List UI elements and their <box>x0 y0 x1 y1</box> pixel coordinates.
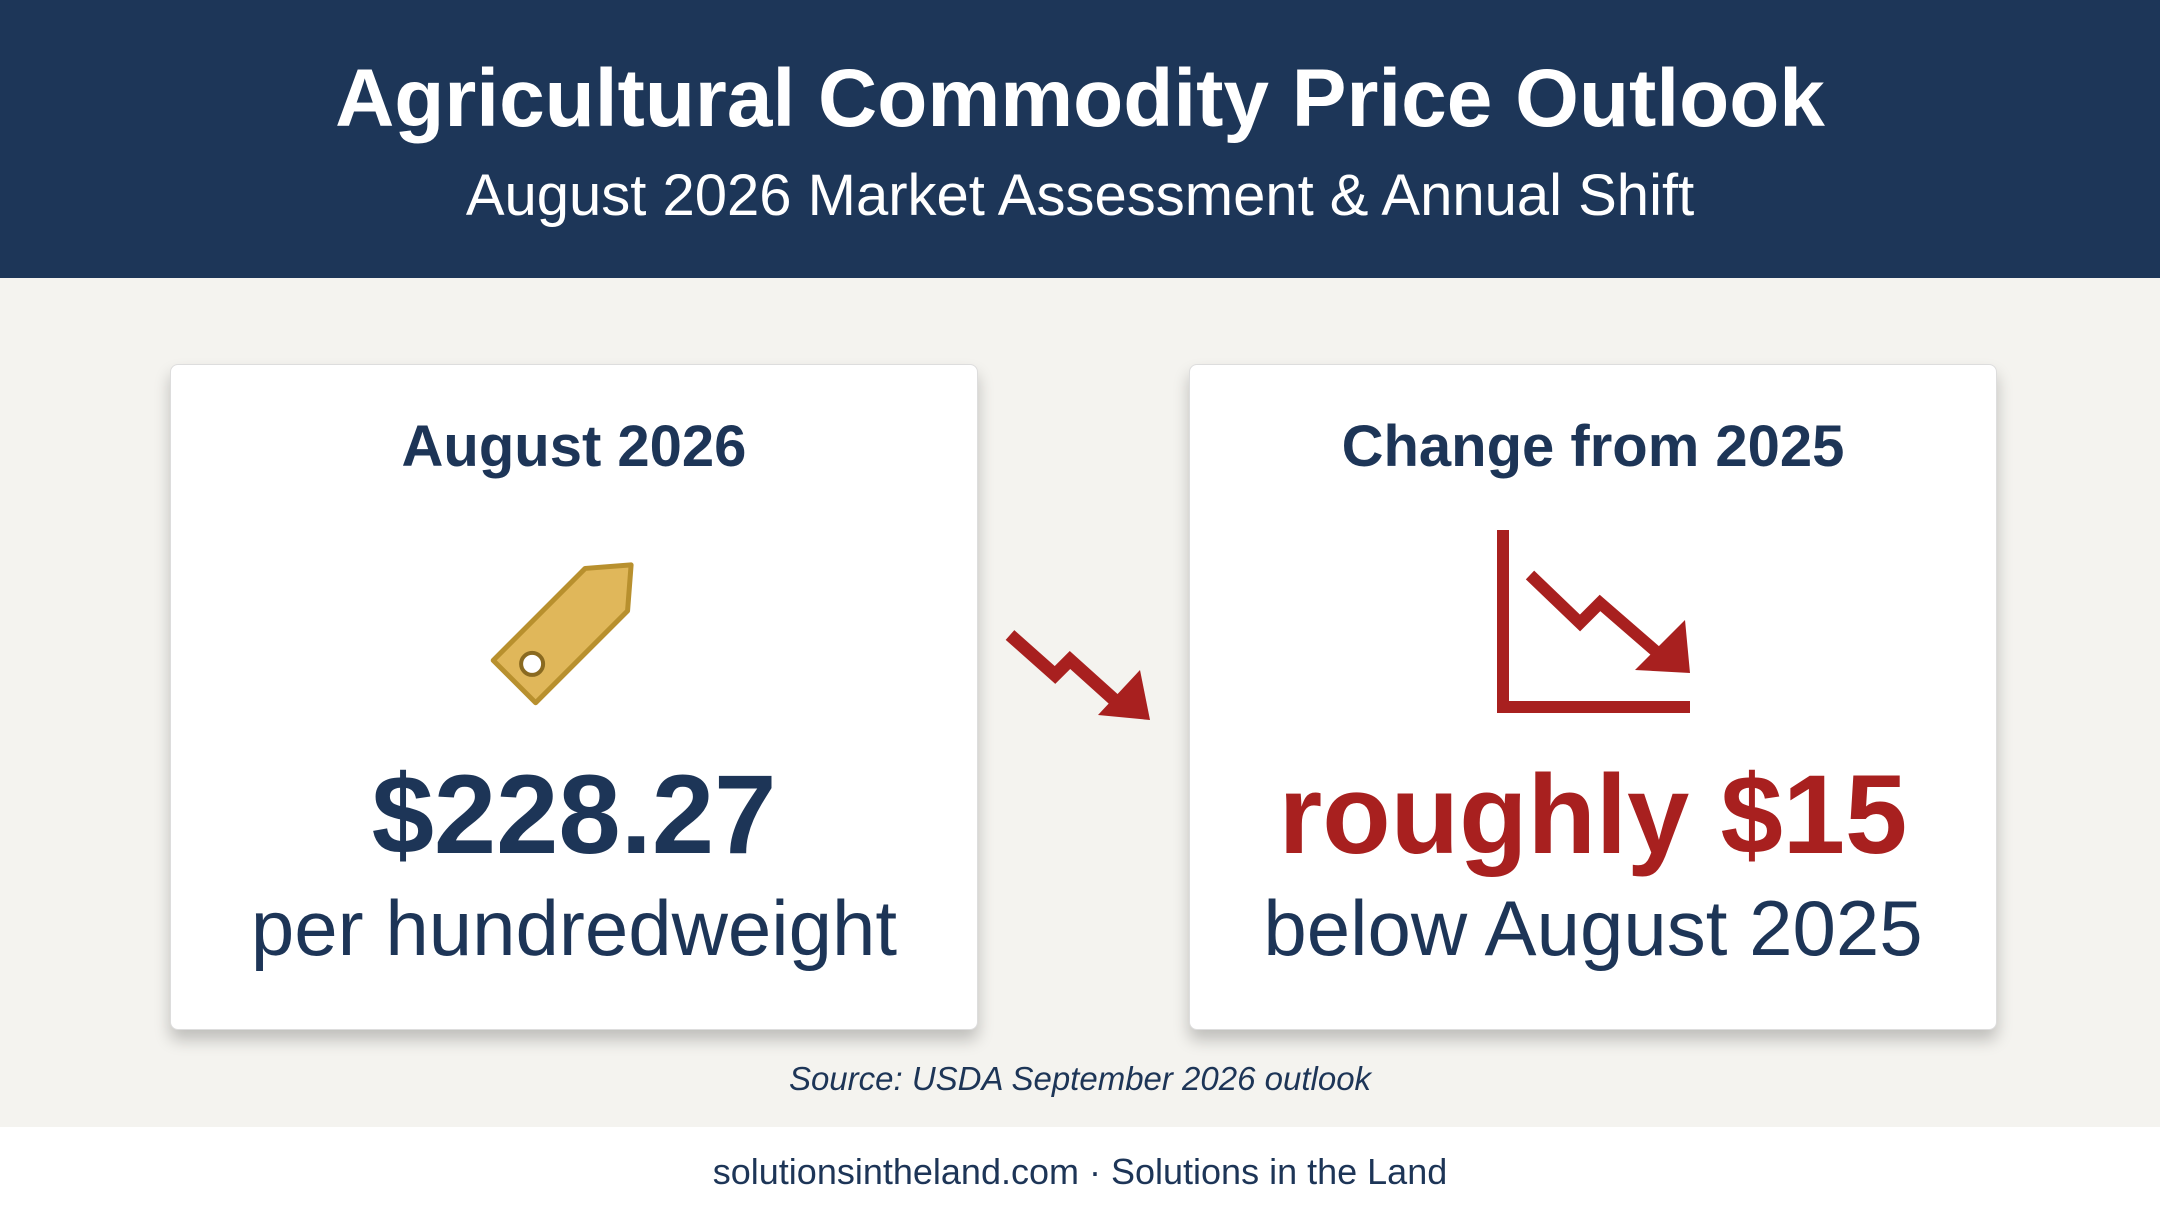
price-tag-icon <box>490 562 634 706</box>
footer: solutionsintheland.com · Solutions in th… <box>0 1127 2160 1206</box>
decline-chart-icon <box>1497 530 1690 713</box>
price-value: $228.27 <box>371 752 777 877</box>
change-caption: below August 2025 <box>1263 884 1923 972</box>
subtitle: August 2026 Market Assessment & Annual S… <box>465 163 1695 228</box>
card-title: August 2026 <box>401 414 747 479</box>
header: Agricultural Commodity Price Outlook Aug… <box>0 0 2160 278</box>
title: Agricultural Commodity Price Outlook <box>335 53 1825 144</box>
price-caption: per hundredweight <box>250 884 898 972</box>
source: Source: USDA September 2026 outlook <box>788 1060 1372 1097</box>
footer-text: solutionsintheland.com · Solutions in th… <box>712 1151 1448 1192</box>
down-arrow <box>1005 630 1150 720</box>
change-value: roughly $15 <box>1278 752 1908 877</box>
price-card: August 2026 $228.27 per hundredweight <box>170 364 978 1030</box>
change-card: Change from 2025 roughly $15 below Augus… <box>1189 364 1997 1030</box>
card-title: Change from 2025 <box>1341 414 1845 479</box>
